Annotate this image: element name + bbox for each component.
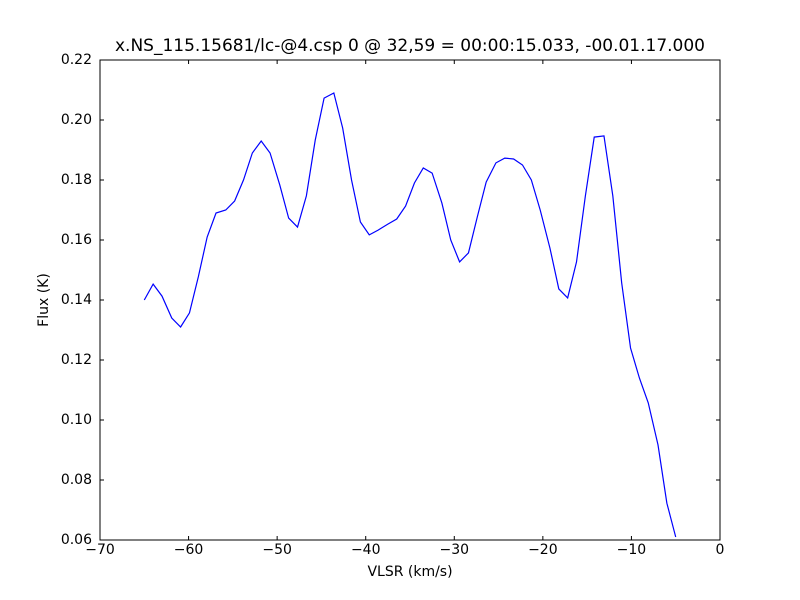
y-tick-label: 0.12 [61, 352, 92, 368]
x-tick-label: −60 [174, 542, 204, 558]
x-axis-label: VLSR (km/s) [367, 564, 452, 580]
y-tick-label: 0.22 [61, 52, 92, 68]
y-tick-label: 0.14 [61, 292, 92, 308]
y-axis-label: Flux (K) [36, 273, 52, 327]
y-tick-label: 0.10 [61, 412, 92, 428]
data-line [143, 92, 677, 538]
y-tick-label: 0.20 [61, 112, 92, 128]
x-tick-label: −70 [85, 542, 115, 558]
x-tick-label: −40 [351, 542, 381, 558]
x-tick-label: −50 [262, 542, 292, 558]
chart-title: x.NS_115.15681/lc-@4.csp 0 @ 32,59 = 00:… [115, 36, 705, 56]
x-tick-label: 0 [716, 542, 725, 558]
y-tick-label: 0.08 [61, 472, 92, 488]
x-tick-label: −10 [617, 542, 647, 558]
y-tick-label: 0.06 [61, 532, 92, 548]
x-tick-label: −30 [440, 542, 470, 558]
x-tick-label: −20 [528, 542, 558, 558]
y-tick-label: 0.18 [61, 172, 92, 188]
plot-frame [99, 59, 721, 541]
y-tick-label: 0.16 [61, 232, 92, 248]
